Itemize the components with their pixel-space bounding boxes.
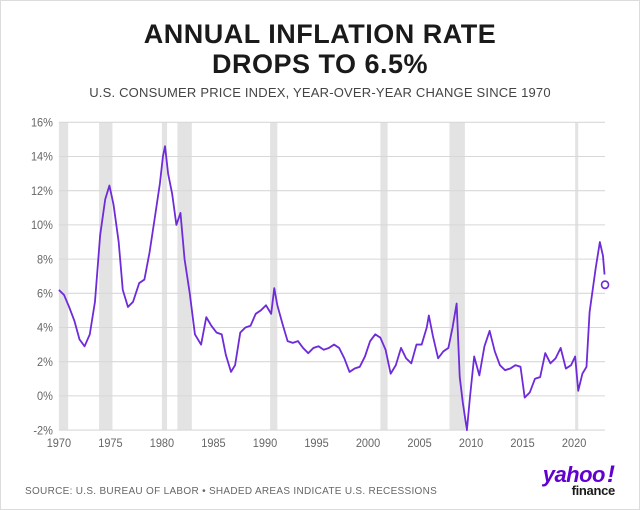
x-axis-label: 1995: [304, 438, 328, 450]
y-axis-label: -2%: [33, 426, 52, 438]
y-axis-label: 8%: [37, 255, 53, 267]
source-text: SOURCE: U.S. BUREAU OF LABOR • SHADED AR…: [25, 486, 437, 497]
chart-area: -2% 0% 2% 4% 6% 8% 10% 12% 14% 16% 1970 1975 1980 198…: [25, 116, 615, 453]
y-axis-label: 4%: [37, 323, 53, 335]
x-axis-label: 2020: [562, 438, 586, 450]
line-chart-svg: -2% 0% 2% 4% 6% 8% 10% 12% 14% 16% 1970 1975 1980 198…: [25, 116, 615, 453]
chart-footer: SOURCE: U.S. BUREAU OF LABOR • SHADED AR…: [25, 464, 615, 497]
recession-band: [162, 123, 167, 431]
inflation-series-line: [59, 147, 605, 431]
recession-band: [177, 123, 191, 431]
recession-band: [449, 123, 464, 431]
recession-band: [380, 123, 387, 431]
x-axis-label: 1985: [201, 438, 225, 450]
y-axis-label: 6%: [37, 289, 53, 301]
current-value-marker: [602, 282, 609, 289]
x-axis-label: 1980: [150, 438, 174, 450]
chart-card: ANNUAL INFLATION RATE DROPS TO 6.5% U.S.…: [0, 0, 640, 510]
x-axis-label: 2015: [510, 438, 534, 450]
x-axis-label: 1975: [98, 438, 122, 450]
chart-title: ANNUAL INFLATION RATE DROPS TO 6.5%: [25, 19, 615, 79]
y-axis-label: 16%: [31, 118, 53, 130]
y-axis-label: 10%: [31, 220, 53, 232]
recession-band: [59, 123, 68, 431]
y-axis-label: 2%: [37, 357, 53, 369]
x-axis-label: 2000: [356, 438, 380, 450]
chart-subtitle: U.S. CONSUMER PRICE INDEX, YEAR-OVER-YEA…: [25, 85, 615, 100]
x-axis-label: 1970: [47, 438, 71, 450]
recession-band: [99, 123, 112, 431]
logo-sub-text: finance: [572, 485, 615, 497]
y-axis-label: 0%: [37, 391, 53, 403]
y-axis-label: 14%: [31, 152, 53, 164]
title-line-2: DROPS TO 6.5%: [212, 49, 428, 79]
x-axis-label: 2010: [459, 438, 483, 450]
yahoo-finance-logo: yahoo ! finance: [543, 464, 615, 497]
logo-brand-text: yahoo: [543, 465, 605, 485]
recession-band: [270, 123, 277, 431]
logo-bang-icon: !: [607, 464, 615, 486]
x-axis-label: 1990: [253, 438, 277, 450]
x-axis-label: 2005: [407, 438, 431, 450]
title-line-1: ANNUAL INFLATION RATE: [144, 19, 496, 49]
y-axis-label: 12%: [31, 186, 53, 198]
